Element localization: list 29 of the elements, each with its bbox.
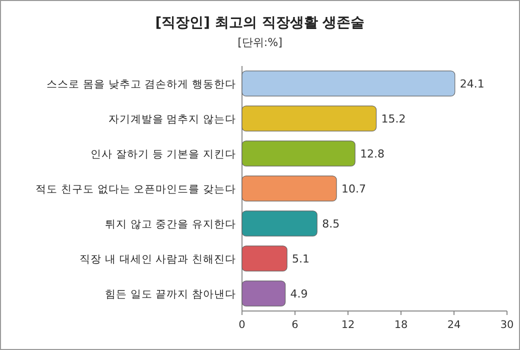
- bar: [242, 210, 318, 236]
- data-label: 10.7: [342, 182, 366, 196]
- y-tick-label: 스스로 몸을 낮추고 겸손하게 행동한다: [46, 78, 236, 90]
- x-tick-label: 24: [447, 319, 461, 331]
- y-tick-label: 적도 친구도 없다는 오픈마인드를 갖는다: [36, 184, 236, 196]
- chart-subtitle: [단위:%]: [238, 36, 282, 49]
- data-label: 12.8: [360, 148, 385, 160]
- y-tick-label: 직장 내 대세인 사람과 친해진다: [80, 254, 236, 266]
- data-label: 24.1: [460, 78, 484, 90]
- data-label: 15.2: [381, 112, 406, 126]
- x-tick-label: 12: [341, 319, 355, 331]
- x-tick-label: 30: [500, 319, 514, 331]
- x-tick-label: 0: [238, 319, 246, 331]
- bar: [242, 246, 288, 272]
- y-tick-label: 인사 잘하기 등 기본을 지킨다: [90, 148, 236, 160]
- data-label: 4.9: [290, 288, 308, 300]
- chart-title: [직장인] 최고의 직장생활 생존술: [155, 15, 365, 31]
- data-label: 8.5: [322, 218, 340, 230]
- x-tick-label: 6: [292, 319, 299, 331]
- y-tick-label: 힘든 일도 끝까지 참아낸다: [104, 288, 236, 300]
- bar: [242, 70, 456, 96]
- bar: [242, 280, 286, 306]
- bar: [242, 106, 377, 132]
- y-tick-label: 자기계발을 멈추지 않는다: [108, 114, 236, 126]
- bar: [242, 140, 356, 166]
- x-tick-label: 18: [394, 319, 408, 331]
- bar: [242, 176, 337, 202]
- y-tick-label: 튀지 않고 중간을 유지한다: [104, 218, 236, 230]
- data-label: 5.1: [292, 252, 310, 266]
